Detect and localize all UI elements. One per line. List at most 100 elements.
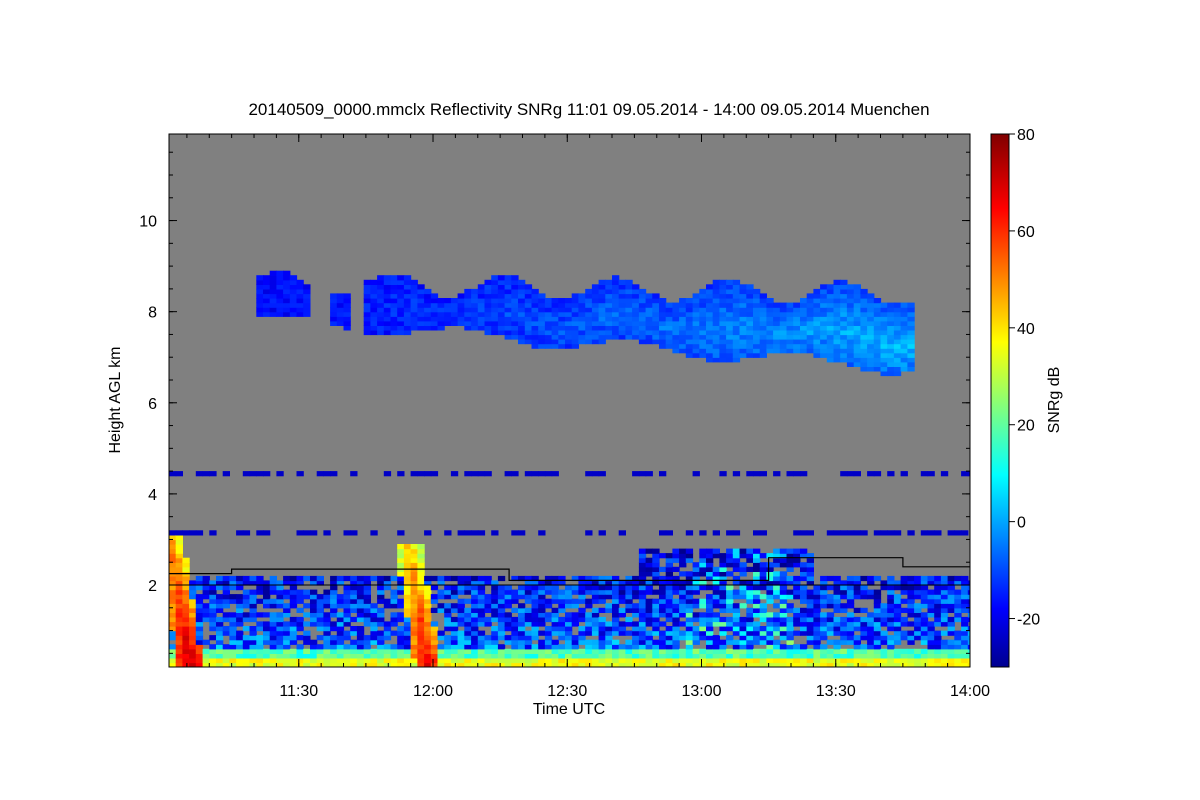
heatmap-cell [679, 589, 687, 595]
heatmap-cell [652, 648, 660, 654]
heatmap-cell [558, 311, 566, 317]
heatmap-cell [833, 325, 841, 331]
heatmap-cell [551, 648, 559, 654]
heatmap-cell [263, 594, 271, 600]
heatmap-cell [578, 589, 586, 595]
x-tick-label: 13:30 [816, 683, 856, 700]
heatmap-cell [893, 370, 902, 377]
heatmap-cell [424, 653, 432, 659]
heatmap-cell [907, 580, 915, 586]
heatmap-cell [403, 288, 412, 295]
heatmap-cell [256, 585, 264, 591]
heatmap-cell [873, 530, 882, 536]
heatmap-cell [370, 316, 378, 322]
heatmap-cell [303, 657, 311, 664]
heatmap-cell [853, 334, 861, 340]
heatmap-cell [417, 316, 425, 322]
heatmap-cell [189, 594, 197, 600]
heatmap-cell [773, 557, 781, 563]
heatmap-cell [826, 320, 835, 326]
heatmap-cell [410, 662, 418, 667]
heatmap-cell [860, 329, 868, 336]
heatmap-cell [531, 288, 539, 295]
heatmap-cell [853, 471, 861, 477]
heatmap-cell [793, 621, 801, 627]
heatmap-cell [591, 311, 600, 317]
heatmap-cell [907, 639, 915, 645]
heatmap-cell [497, 607, 506, 613]
heatmap-cell [363, 325, 371, 331]
heatmap-cell [397, 316, 405, 322]
heatmap-cell [397, 612, 405, 618]
heatmap-cell [880, 657, 888, 664]
heatmap-cell [518, 630, 526, 636]
heatmap-cell [779, 648, 788, 654]
heatmap-cell [330, 635, 338, 641]
heatmap-cell [665, 325, 673, 331]
heatmap-cell [820, 307, 828, 313]
heatmap-cell [571, 639, 579, 645]
heatmap-cell [800, 575, 808, 582]
heatmap-cell [934, 635, 942, 641]
heatmap-cell [182, 644, 190, 650]
heatmap-cell [511, 320, 519, 326]
heatmap-cell [175, 566, 183, 572]
heatmap-cell [753, 348, 761, 354]
heatmap-cell [753, 635, 761, 641]
heatmap-cell [263, 288, 271, 295]
heatmap-cell [726, 657, 734, 664]
heatmap-cell [383, 603, 392, 609]
heatmap-cell [746, 612, 754, 618]
heatmap-cell [920, 530, 929, 536]
heatmap-cell [867, 329, 875, 336]
heatmap-cell [612, 302, 620, 308]
heatmap-cell [779, 603, 788, 609]
heatmap-cell [826, 662, 835, 667]
heatmap-cell [833, 530, 841, 536]
heatmap-cell [437, 589, 445, 595]
heatmap-cell [967, 580, 970, 586]
heatmap-cell [558, 621, 566, 627]
heatmap-cell [826, 307, 835, 313]
heatmap-cell [746, 298, 754, 304]
heatmap-cell [544, 325, 553, 331]
heatmap-cell [632, 644, 640, 650]
heatmap-cell [846, 621, 855, 627]
heatmap-cell [800, 585, 808, 591]
heatmap-cell [571, 598, 579, 604]
heatmap-cell [377, 575, 385, 582]
heatmap-cell [316, 635, 324, 641]
heatmap-cell [269, 302, 277, 308]
heatmap-cell [967, 607, 970, 613]
heatmap-cell [424, 471, 432, 477]
heatmap-cell [491, 320, 499, 326]
heatmap-cell [679, 585, 687, 591]
heatmap-cell [437, 657, 445, 664]
heatmap-cell [263, 580, 271, 586]
heatmap-cell [820, 630, 828, 636]
heatmap-cell [940, 639, 949, 645]
heatmap-cell [914, 585, 922, 591]
heatmap-cell [303, 653, 311, 659]
heatmap-cell [632, 298, 640, 304]
heatmap-cell [558, 635, 566, 641]
heatmap-cell [753, 585, 761, 591]
heatmap-cell [377, 320, 385, 326]
heatmap-cell [350, 471, 358, 477]
heatmap-cell [591, 594, 600, 600]
heatmap-cell [356, 635, 365, 641]
heatmap-cell [907, 361, 915, 367]
heatmap-cell [471, 621, 479, 627]
heatmap-cell [766, 571, 774, 577]
heatmap-cell [893, 653, 902, 659]
heatmap-cell [397, 639, 405, 645]
heatmap-cell [840, 325, 848, 331]
heatmap-cell [370, 662, 378, 667]
heatmap-cell [222, 589, 230, 595]
heatmap-cell [893, 626, 902, 632]
heatmap-cell [424, 320, 432, 326]
heatmap-cell [873, 589, 882, 595]
heatmap-cell [685, 585, 694, 591]
heatmap-cell [712, 653, 720, 659]
heatmap-cell [430, 302, 439, 308]
